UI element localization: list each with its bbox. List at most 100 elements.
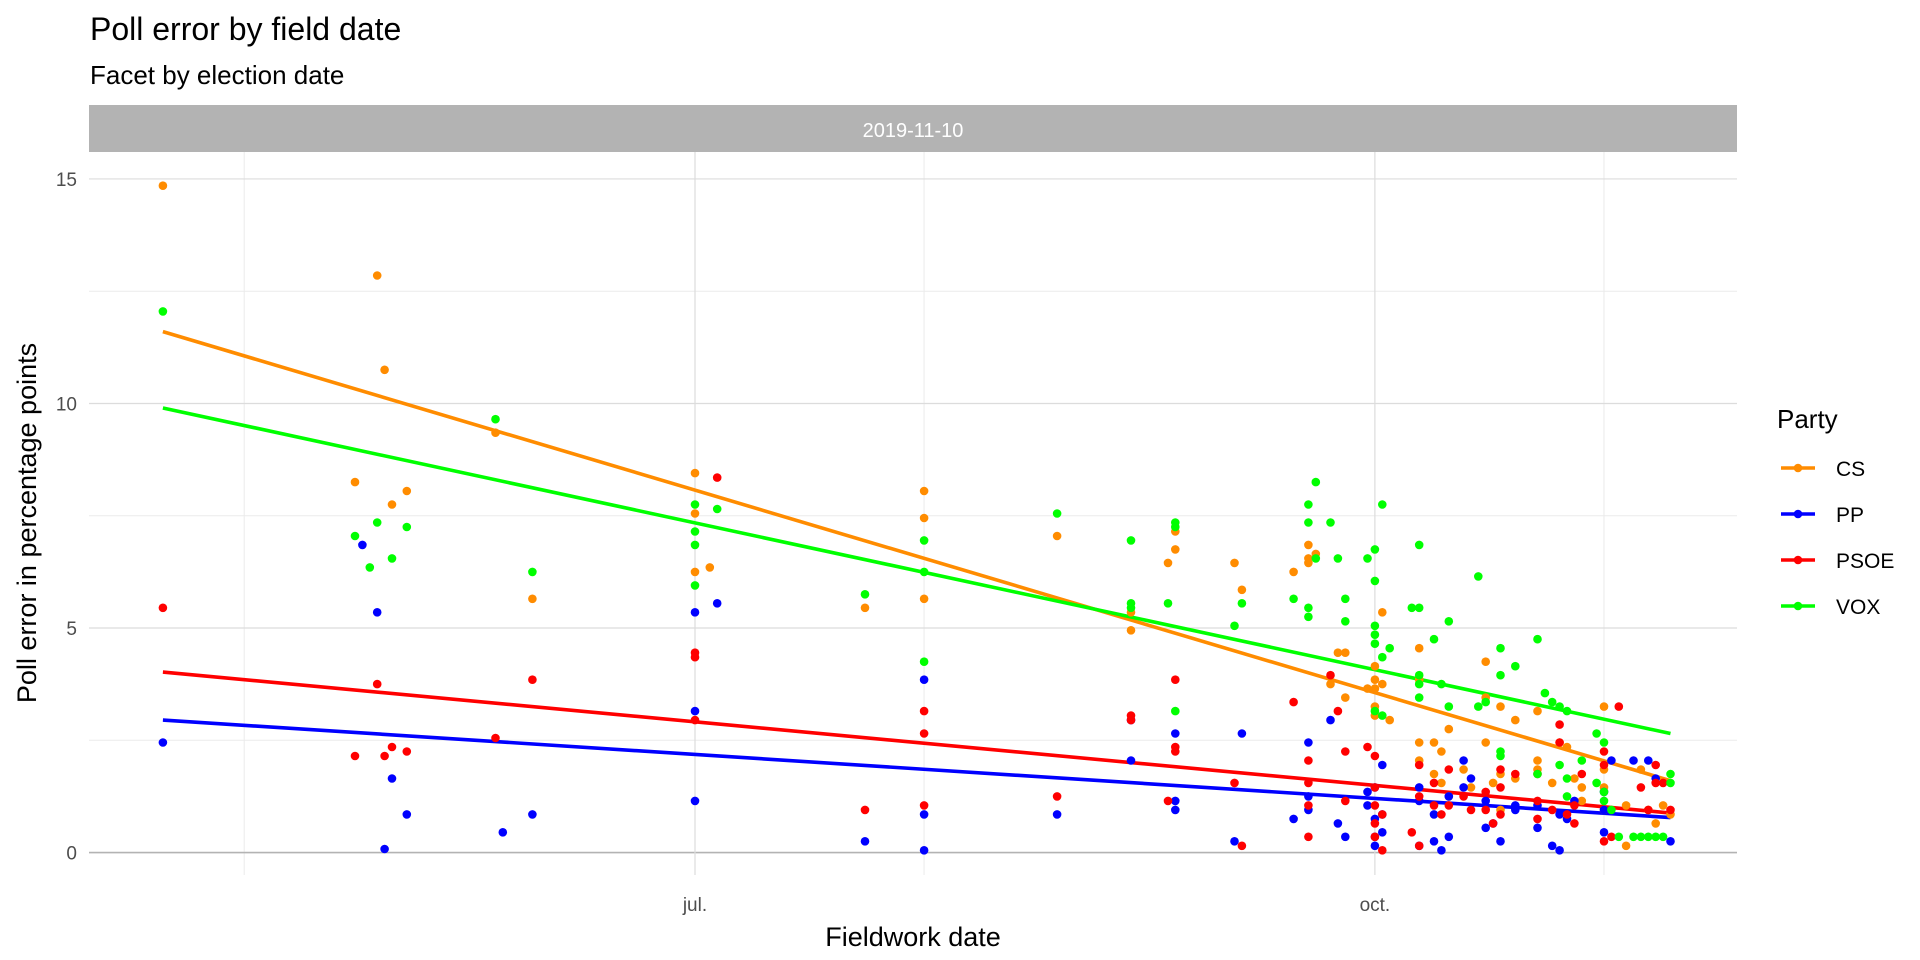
cs-point-42 (1414, 643, 1424, 653)
psoe-point-41 (1378, 846, 1387, 855)
cs-point-7 (528, 594, 537, 604)
cs-point-81 (1658, 801, 1668, 810)
psoe-point-75 (1636, 783, 1646, 792)
legend-label-psoe: PSOE (1836, 550, 1894, 573)
vox-point-66 (1511, 661, 1520, 671)
pp-point-30 (1341, 832, 1350, 842)
pp-point-2 (372, 608, 382, 617)
vox-point-0 (158, 307, 168, 316)
vox-point-24 (1163, 599, 1173, 608)
vox-point-18 (1126, 536, 1136, 545)
grid (89, 152, 1737, 875)
pp-point-15 (919, 846, 929, 855)
vox-point-41 (1370, 621, 1380, 631)
vox-point-62 (1496, 643, 1505, 653)
cs-point-69 (1570, 774, 1579, 783)
vox-point-65 (1496, 751, 1505, 761)
vox-point-87 (1651, 832, 1660, 842)
pp-point-10 (690, 796, 700, 806)
cs-point-54 (1481, 657, 1490, 666)
psoe-point-69 (1577, 769, 1587, 779)
psoe-point-55 (1488, 819, 1498, 828)
psoe-point-68 (1570, 819, 1579, 828)
psoe-point-15 (919, 801, 929, 810)
pp-point-66 (1599, 828, 1609, 837)
psoe-point-70 (1599, 747, 1609, 756)
psoe-point-11 (712, 473, 722, 482)
pp-point-29 (1333, 819, 1343, 828)
vox-point-57 (1444, 617, 1454, 626)
vox-point-7 (528, 567, 537, 577)
x-axis-ticks: jul. oct. (682, 895, 1390, 916)
cs-point-63 (1533, 706, 1542, 716)
psoe-point-2 (372, 679, 382, 689)
vox-point-46 (1378, 652, 1387, 662)
legend-key-point-vox (1793, 601, 1803, 611)
psoe-point-25 (1289, 697, 1298, 707)
psoe-point-33 (1341, 796, 1350, 806)
cs-point-40 (1378, 679, 1387, 689)
psoe-point-4 (387, 742, 397, 752)
cs-point-52 (1459, 765, 1468, 774)
psoe-point-52 (1466, 805, 1476, 815)
psoe-point-49 (1444, 765, 1454, 774)
legend-label-pp: PP (1836, 504, 1864, 527)
cs-point-22 (1230, 558, 1239, 568)
psoe-point-6 (491, 733, 500, 743)
psoe-point-48 (1437, 810, 1446, 819)
pp-point-59 (1547, 841, 1557, 851)
cs-point-53 (1466, 783, 1476, 792)
psoe-point-40 (1378, 810, 1387, 819)
vox-point-59 (1474, 572, 1483, 581)
vox-point-33 (1311, 554, 1321, 563)
vox-point-75 (1562, 792, 1572, 801)
pp-point-67 (1607, 756, 1616, 765)
pp-point-22 (1230, 837, 1239, 846)
pp-point-21 (1171, 805, 1180, 815)
cs-point-64 (1533, 756, 1542, 765)
vox-point-58 (1444, 702, 1454, 711)
pp-point-39 (1378, 828, 1387, 837)
vox-point-27 (1289, 594, 1298, 604)
cs-point-41 (1385, 715, 1394, 725)
vox-point-43 (1370, 639, 1380, 648)
pp-point-46 (1444, 792, 1454, 801)
pp-point-44 (1429, 837, 1439, 846)
vox-point-17 (1052, 509, 1062, 518)
series-vox-points (158, 307, 1675, 842)
pp-point-69 (1644, 756, 1653, 765)
facet-strip (89, 105, 1737, 152)
psoe-point-59 (1511, 769, 1520, 779)
legend-label-vox: VOX (1836, 596, 1880, 619)
vox-point-10 (690, 540, 700, 550)
vox-point-49 (1407, 603, 1417, 613)
pp-point-19 (1171, 729, 1180, 738)
vox-point-12 (712, 504, 722, 514)
chart-title: Poll error by field date (90, 11, 401, 47)
vox-point-15 (919, 567, 929, 577)
pp-point-56 (1511, 805, 1520, 815)
psoe-point-44 (1414, 792, 1424, 801)
psoe-point-50 (1444, 801, 1454, 810)
vox-point-47 (1378, 711, 1387, 720)
pp-point-25 (1304, 738, 1313, 747)
vox-point-77 (1592, 729, 1601, 738)
psoe-point-1 (350, 751, 360, 761)
psoe-point-42 (1407, 828, 1417, 837)
psoe-point-38 (1370, 819, 1380, 828)
pp-point-24 (1289, 814, 1298, 824)
vox-point-6 (491, 414, 500, 424)
pp-point-7 (528, 810, 537, 819)
psoe-point-5 (402, 747, 412, 756)
pp-point-47 (1444, 832, 1454, 842)
vox-point-60 (1474, 702, 1483, 711)
cs-point-34 (1370, 661, 1380, 671)
cs-point-56 (1481, 738, 1490, 747)
legend-key-point-pp (1793, 509, 1803, 519)
psoe-point-30 (1326, 670, 1335, 680)
pp-point-12 (860, 837, 870, 846)
cs-point-57 (1488, 778, 1498, 788)
vox-point-13 (860, 590, 870, 599)
psoe-point-46 (1429, 778, 1439, 788)
cs-point-58 (1496, 702, 1505, 711)
